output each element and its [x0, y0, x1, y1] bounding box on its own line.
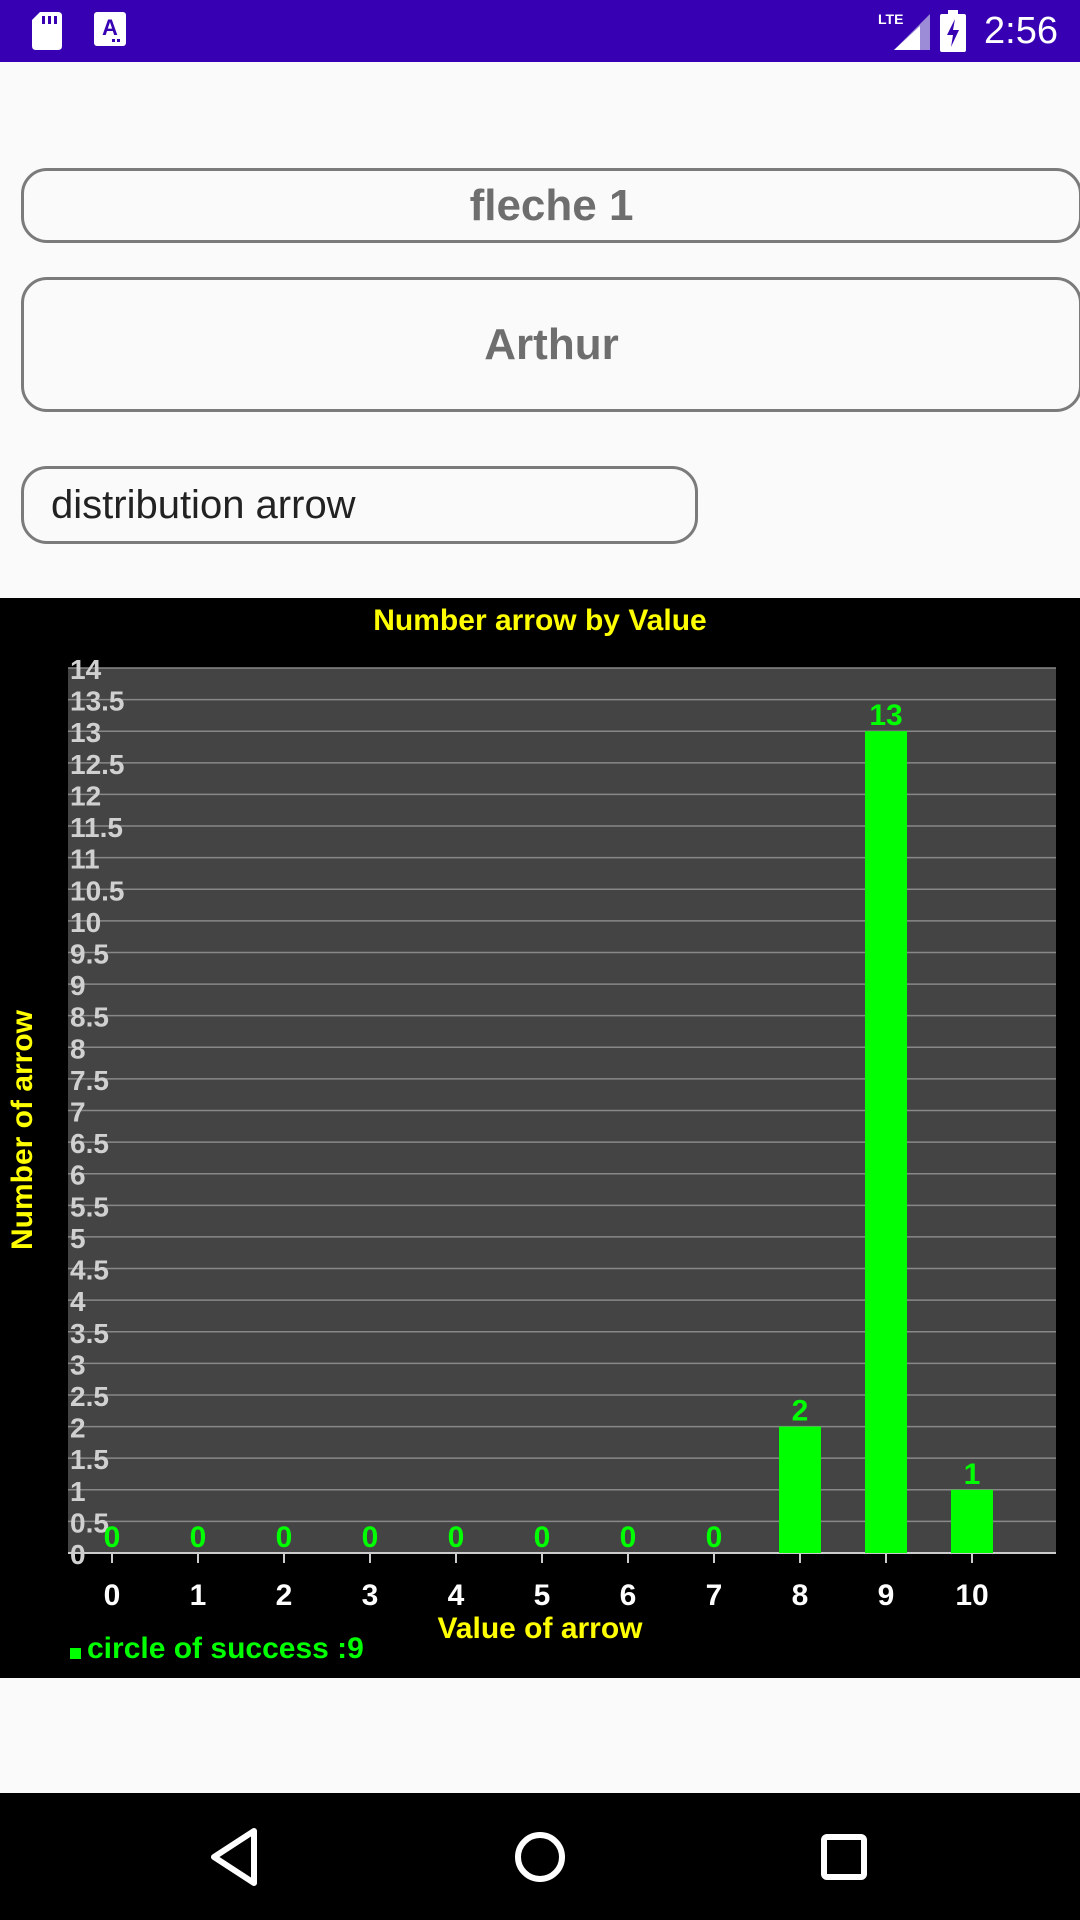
a-notification-icon: A	[94, 12, 126, 46]
archer-name-box[interactable]: Arthur	[21, 277, 1080, 412]
y-tick-label: 8.5	[70, 1002, 109, 1033]
y-tick-label: 1.5	[70, 1444, 109, 1475]
y-tick-label: 0	[70, 1539, 86, 1570]
y-tick-label: 13.5	[70, 686, 125, 717]
x-tick-label: 3	[362, 1579, 379, 1612]
chart-title: Number arrow by Value	[373, 604, 706, 637]
y-axis-label: Number of arrow	[6, 1009, 39, 1250]
bar	[951, 1489, 993, 1553]
bar-value-label: 0	[534, 1521, 551, 1554]
y-tick-label: 9.5	[70, 938, 109, 969]
chart-panel: 0 0.5 1 1.5 2 2.5 3 3.5 4 4.5 5 5.5 6 6.5 7 7.5 8 8.5 9 9.5…	[0, 598, 1080, 1678]
home-icon[interactable]	[504, 1821, 576, 1893]
x-tick-label: 8	[792, 1579, 809, 1612]
x-tick-label: 2	[276, 1579, 293, 1612]
y-tick-label: 6.5	[70, 1128, 109, 1159]
bar-value-label: 13	[869, 699, 902, 732]
y-tick-label: 12	[70, 780, 101, 811]
y-tick-label: 2.5	[70, 1381, 109, 1412]
y-tick-label: 7	[70, 1097, 86, 1128]
y-tick-label: 13	[70, 717, 101, 748]
x-tick-label: 7	[706, 1579, 723, 1612]
bar-value-label: 0	[620, 1521, 637, 1554]
x-tick-label: 0	[104, 1579, 121, 1612]
y-tick-label: 2	[70, 1413, 86, 1444]
x-tick-label: 9	[878, 1579, 895, 1612]
dropdown-selected-value: distribution arrow	[51, 482, 356, 527]
y-tick-label: 11.5	[70, 812, 123, 843]
chart-type-dropdown[interactable]: distribution arrow	[21, 466, 698, 544]
network-type: LTE	[878, 11, 903, 27]
arrow-title-box[interactable]: fleche 1	[21, 168, 1080, 243]
bar-value-label: 2	[792, 1395, 809, 1428]
y-tick-label: 10.5	[70, 875, 125, 906]
bar-value-label: 0	[448, 1521, 465, 1554]
bar-value-label: 1	[964, 1458, 981, 1491]
back-icon[interactable]	[200, 1821, 272, 1893]
bar-value-label: 0	[104, 1521, 121, 1554]
navigation-bar	[0, 1793, 1080, 1920]
bar-value-label: 0	[276, 1521, 293, 1554]
recents-icon[interactable]	[808, 1821, 880, 1893]
x-tick-label: 1	[190, 1579, 207, 1612]
battery-charging-icon	[940, 10, 966, 52]
y-tick-label: 4.5	[70, 1255, 109, 1286]
y-tick-label: 10	[70, 907, 101, 938]
y-tick-label: 7.5	[70, 1065, 109, 1096]
bar-value-label: 0	[362, 1521, 379, 1554]
y-tick-label: 12.5	[70, 749, 125, 780]
y-tick-label: 3.5	[70, 1318, 109, 1349]
y-tick-label: 4	[70, 1286, 86, 1317]
bar-value-label: 0	[190, 1521, 207, 1554]
x-axis-label: Value of arrow	[437, 1612, 643, 1645]
x-tick-label: 4	[448, 1579, 465, 1612]
svg-text:A: A	[102, 15, 118, 40]
bar-chart: 00.511.522.533.544.555.566.577.588.599.5…	[6, 604, 1056, 1665]
bar	[779, 1426, 821, 1553]
y-tick-label: 1	[70, 1476, 86, 1507]
x-tick-label: 10	[955, 1579, 988, 1612]
y-tick-label: 3	[70, 1349, 86, 1380]
x-tick-label: 6	[620, 1579, 637, 1612]
lte-signal-icon: LTE	[878, 11, 930, 50]
y-tick-label: 0.5	[70, 1507, 109, 1538]
legend-swatch	[70, 1648, 81, 1659]
legend-label: circle of success :9	[87, 1632, 364, 1665]
x-tick-label: 5	[534, 1579, 551, 1612]
y-tick-label: 5.5	[70, 1191, 109, 1222]
status-time: 2:56	[984, 10, 1058, 52]
bar-value-label: 0	[706, 1521, 723, 1554]
y-tick-label: 11	[70, 844, 100, 875]
y-tick-label: 6	[70, 1160, 86, 1191]
y-tick-label: 9	[70, 970, 86, 1001]
y-tick-label: 8	[70, 1033, 86, 1064]
y-tick-label: 5	[70, 1223, 86, 1254]
status-bar: A LTE 2:56	[0, 0, 1080, 62]
bar	[865, 731, 907, 1553]
sd-card-icon	[32, 12, 62, 50]
y-tick-label: 14	[70, 654, 102, 685]
